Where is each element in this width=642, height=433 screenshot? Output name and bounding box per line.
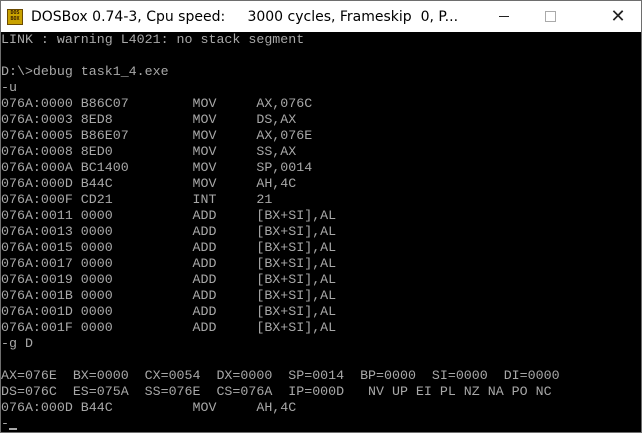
console-line: -u — [1, 80, 17, 95]
console-line — [1, 48, 641, 64]
console-line: 076A:0011 0000 ADD [BX+SI],AL — [1, 208, 337, 223]
dos-console[interactable]: LINK : warning L4021: no stack segment D:… — [1, 32, 641, 432]
console-line: 076A:0013 0000 ADD [BX+SI],AL — [1, 224, 337, 239]
maximize-icon — [544, 11, 556, 22]
console-line: 076A:000D B44C MOV AH,4C — [1, 400, 297, 415]
console-line: 076A:000D B44C MOV AH,4C — [1, 176, 297, 191]
prompt-symbol: - — [1, 416, 9, 431]
console-line: -g D — [1, 336, 33, 351]
console-line: 076A:0003 8ED8 MOV DS,AX — [1, 112, 297, 127]
console-line: AX=076E BX=0000 CX=0054 DX=0000 SP=0014 … — [1, 368, 560, 383]
console-line — [1, 352, 641, 368]
console-line: 076A:0015 0000 ADD [BX+SI],AL — [1, 240, 337, 255]
text-cursor — [8, 428, 17, 430]
console-line: 076A:001B 0000 ADD [BX+SI],AL — [1, 288, 337, 303]
console-line: 076A:000A BC1400 MOV SP,0014 — [1, 160, 313, 175]
console-line: DS=076C ES=075A SS=076E CS=076A IP=000D … — [1, 384, 552, 399]
console-line: 076A:0017 0000 ADD [BX+SI],AL — [1, 256, 337, 271]
window-title: DOSBox 0.74-3, Cpu speed: 3000 cycles, F… — [31, 8, 459, 25]
command-prompt[interactable]: - — [1, 416, 641, 432]
close-button[interactable]: ✕ — [595, 1, 641, 32]
console-line: D:\>debug task1_4.exe — [1, 64, 169, 79]
console-line: 076A:0008 8ED0 MOV SS,AX — [1, 144, 297, 159]
console-line: LINK : warning L4021: no stack segment — [1, 32, 305, 47]
maximize-button[interactable] — [527, 1, 573, 32]
console-line: 076A:0019 0000 ADD [BX+SI],AL — [1, 272, 337, 287]
title-bar[interactable]: DOS BOX DOSBox 0.74-3, Cpu speed: 3000 cy… — [1, 1, 641, 32]
console-line: 076A:0005 B86E07 MOV AX,076E — [1, 128, 313, 143]
console-line: 076A:001D 0000 ADD [BX+SI],AL — [1, 304, 337, 319]
dosbox-icon: DOS BOX — [7, 8, 23, 25]
console-line: 076A:0000 B86C07 MOV AX,076C — [1, 96, 313, 111]
minimize-icon — [499, 16, 509, 17]
console-line: 076A:001F 0000 ADD [BX+SI],AL — [1, 320, 337, 335]
minimize-button[interactable] — [481, 1, 527, 32]
close-icon: ✕ — [610, 5, 626, 27]
console-line: 076A:000F CD21 INT 21 — [1, 192, 273, 207]
